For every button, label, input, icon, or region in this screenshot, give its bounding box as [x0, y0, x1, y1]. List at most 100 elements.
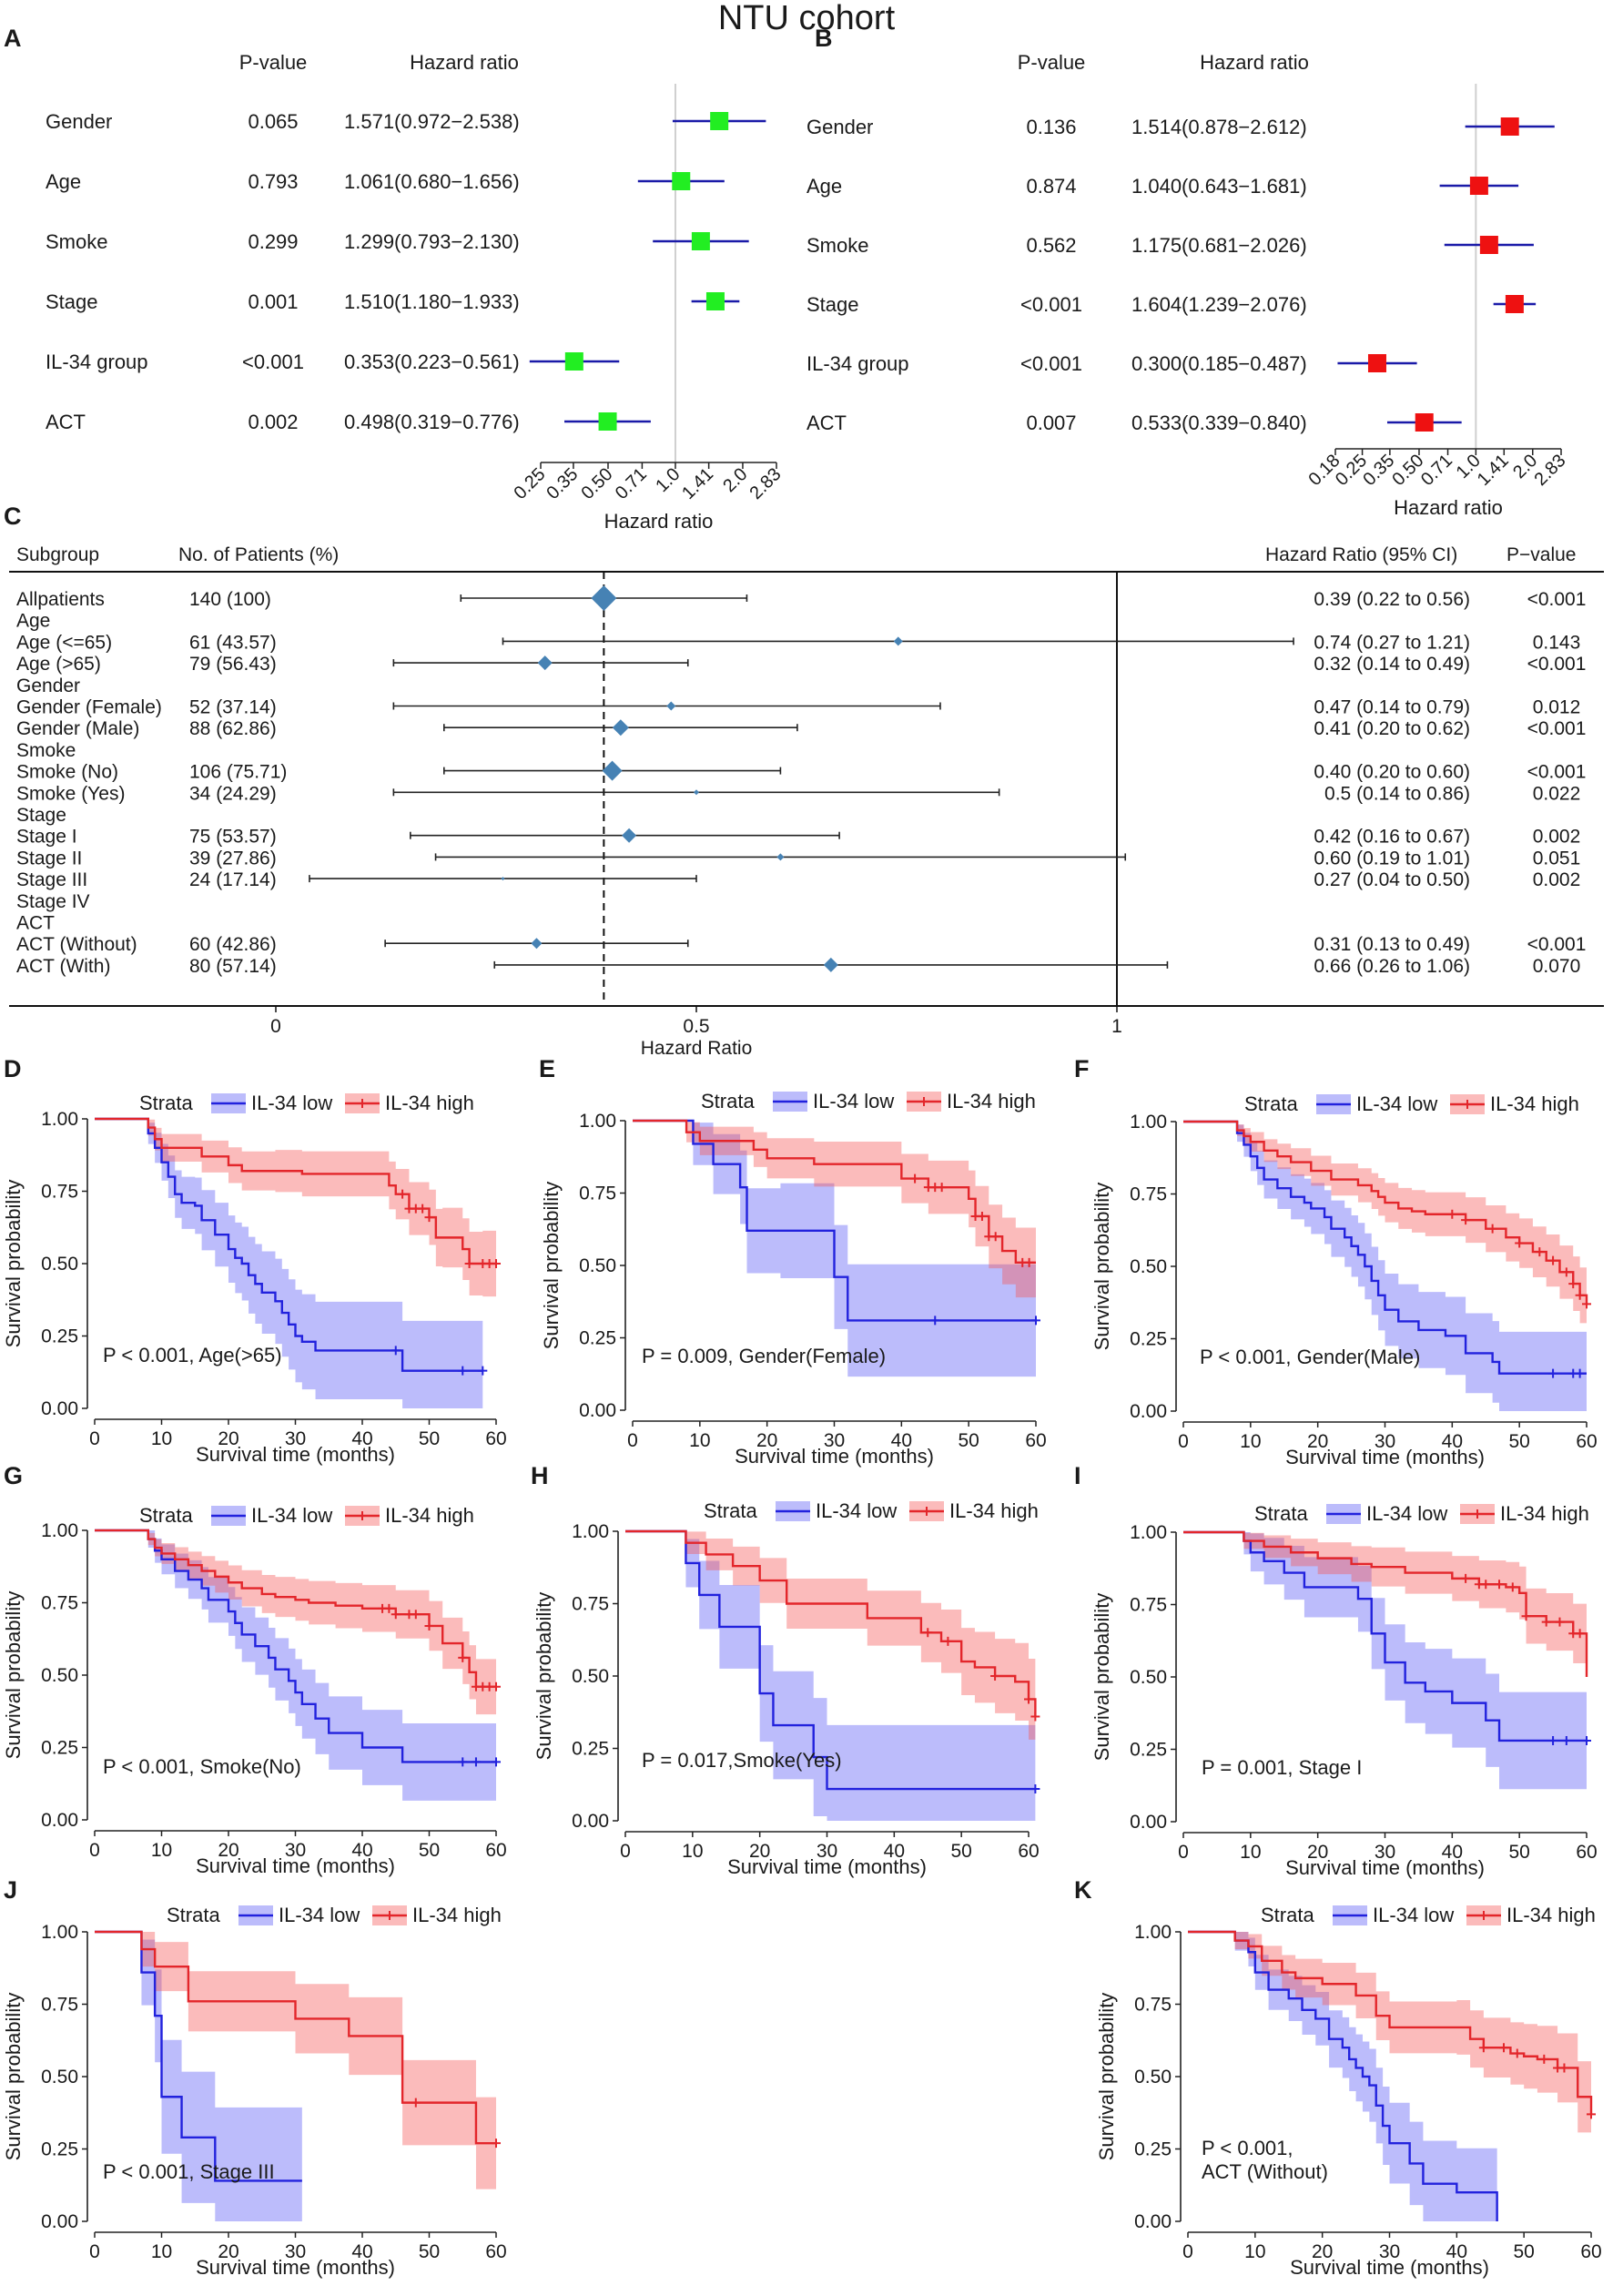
subgroup-header-row: ACT [16, 913, 55, 934]
row-label: Smoke [46, 230, 107, 253]
ci-band-high [1183, 1122, 1587, 1333]
patients-count: 24 (17.14) [189, 869, 277, 890]
y-axis-title: Survival probability [1091, 1183, 1113, 1351]
forest-row: Stage <0.001 1.604(1.239−2.076) [806, 293, 1537, 316]
survival-curve-low [1183, 1530, 1587, 1742]
panel-letter-c: C [4, 503, 22, 530]
legend-label-high: IL-34 high [947, 1090, 1036, 1112]
legend-title: Strata [139, 1092, 193, 1114]
survival-curve-low [1188, 1930, 1498, 2221]
censor-mark-high [1559, 2063, 1569, 2073]
x-axis-title: Hazard ratio [1394, 496, 1503, 519]
y-tick-label: 0.00 [41, 1810, 78, 1831]
row-label: ACT [806, 411, 847, 434]
censor-mark-low [1561, 1735, 1571, 1745]
row-label: Stage [46, 290, 98, 313]
survival-curve-low [95, 1529, 496, 1763]
x-axis-title: Survival time (months) [196, 2256, 395, 2279]
x-axis-title: Survival time (months) [196, 1443, 395, 1466]
y-tick-label: 0.00 [41, 1398, 78, 1419]
x-tick-label: 50 [419, 1840, 440, 1861]
row-pvalue: 0.299 [248, 230, 298, 253]
y-tick-label: 0.50 [41, 1254, 78, 1275]
censor-mark-low [1548, 1735, 1558, 1745]
forest-row: Gender 0.136 1.514(0.878−2.612) [806, 116, 1555, 138]
x-axis-title: Survival time (months) [735, 1445, 934, 1468]
censor-mark-high [1461, 1215, 1471, 1225]
panel-letter-k: K [1074, 1876, 1092, 1904]
subgroup-header-row: Age [16, 611, 50, 632]
x-tick-label: 50 [950, 1841, 971, 1862]
y-tick-label: 0.75 [41, 1593, 78, 1614]
censor-mark-high [1539, 2054, 1549, 2064]
x-tick-label: 40 [1442, 1431, 1463, 1452]
hr-point-diamond [622, 828, 637, 843]
header-pvalue: P-value [239, 51, 308, 74]
subgroup-row: Stage III 24 (17.14) 0.27 (0.04 to 0.50) 0.… [16, 869, 1580, 890]
ci-band-low [95, 1932, 302, 2221]
y-axis-title: Survival probability [540, 1182, 563, 1350]
subgroup-label: Age (>65) [16, 654, 101, 675]
subgroup-row: Smoke (No) 106 (75.71) 0.40 (0.20 to 0.60)… [16, 760, 1586, 783]
survival-curve-low [1183, 1120, 1587, 1375]
censor-mark-high [384, 1603, 394, 1613]
censor-mark-high [391, 1610, 401, 1620]
censor-mark-low [1031, 1316, 1040, 1326]
pvalue-annotation: ACT (Without) [1202, 2160, 1328, 2183]
y-axis-title: Survival probability [2, 1180, 25, 1348]
hr-ci-text: 0.47 (0.14 to 0.79) [1314, 697, 1470, 718]
y-tick-label: 0.25 [41, 1326, 78, 1347]
row-label: Gender [46, 110, 112, 133]
y-tick-label: 0.25 [41, 1738, 78, 1759]
row-hr-text: 0.300(0.185−0.487) [1131, 352, 1307, 375]
row-hr-text: 1.604(1.239−2.076) [1131, 293, 1307, 316]
x-tick-label: 60 [485, 1428, 506, 1449]
forest-row: Smoke 0.562 1.175(0.681−2.026) [806, 234, 1534, 257]
censor-mark-high [990, 1671, 1000, 1681]
legend-title: Strata [167, 1904, 220, 1926]
x-tick-label: 20 [749, 1841, 770, 1862]
censor-mark-high [398, 1189, 408, 1199]
pvalue-annotation: P < 0.001, Age(>65) [103, 1344, 282, 1366]
x-tick-label: 10 [1240, 1431, 1261, 1452]
censor-mark-high [411, 2098, 421, 2108]
legend-title: Strata [1261, 1904, 1314, 1926]
hr-point-diamond [531, 938, 543, 950]
hr-point-diamond [694, 789, 699, 796]
panel-letter-i: I [1074, 1462, 1081, 1489]
legend: Strata IL-34 low IL-34 high [1254, 1502, 1589, 1525]
header-pvalue: P-value [1018, 51, 1086, 74]
subgroup-row: Gender (Male) 88 (62.86) 0.41 (0.20 to 0.6… [16, 718, 1586, 739]
y-axis-title: Survival probability [1091, 1593, 1113, 1762]
ci-band-low [625, 1531, 1036, 1821]
censor-mark-high [1499, 2043, 1509, 2053]
row-label: Smoke [806, 234, 868, 257]
pvalue-annotation: P < 0.001, Stage III [103, 2160, 275, 2183]
figure-title: NTU cohort [718, 0, 896, 37]
x-tick-label: 10 [682, 1841, 703, 1862]
censor-mark-high [418, 1204, 428, 1214]
km-panel-h: 0.00 0.25 0.50 0.75 1.00 0 10 20 30 40 50 60 Surviva… [533, 1499, 1040, 1878]
patients-count: 34 (24.29) [189, 783, 277, 804]
hr-point-marker [1500, 117, 1519, 136]
x-tick-label: 20 [756, 1430, 777, 1451]
legend: Strata IL-34 low IL-34 high [167, 1904, 502, 1926]
subgroup-label: Gender [16, 676, 80, 696]
subgroup-row: Age (>65) 79 (56.43) 0.32 (0.14 to 0.49) <0… [16, 654, 1586, 675]
x-tick-label: 0 [620, 1841, 631, 1862]
legend-title: Strata [701, 1090, 755, 1112]
ci-band-high [95, 1530, 496, 1715]
censor-mark-low [1548, 1368, 1558, 1378]
legend-label-low: IL-34 low [1356, 1092, 1437, 1115]
x-tick-label: 50 [1508, 1842, 1529, 1863]
x-tick-label: 50 [419, 2241, 440, 2262]
x-tick-label: 40 [351, 2241, 372, 2262]
hr-ci-text: 0.39 (0.22 to 0.56) [1314, 589, 1470, 610]
x-tick-label: 30 [1379, 2241, 1400, 2262]
hr-ci-text: 0.31 (0.13 to 0.49) [1314, 934, 1470, 955]
subgroup-label: Age (<=65) [16, 632, 112, 653]
subgroup-label: Gender (Male) [16, 718, 139, 739]
censor-mark-high [910, 1173, 920, 1184]
x-axis-title: Survival time (months) [1290, 2256, 1489, 2279]
x-tick-label: 30 [817, 1841, 837, 1862]
